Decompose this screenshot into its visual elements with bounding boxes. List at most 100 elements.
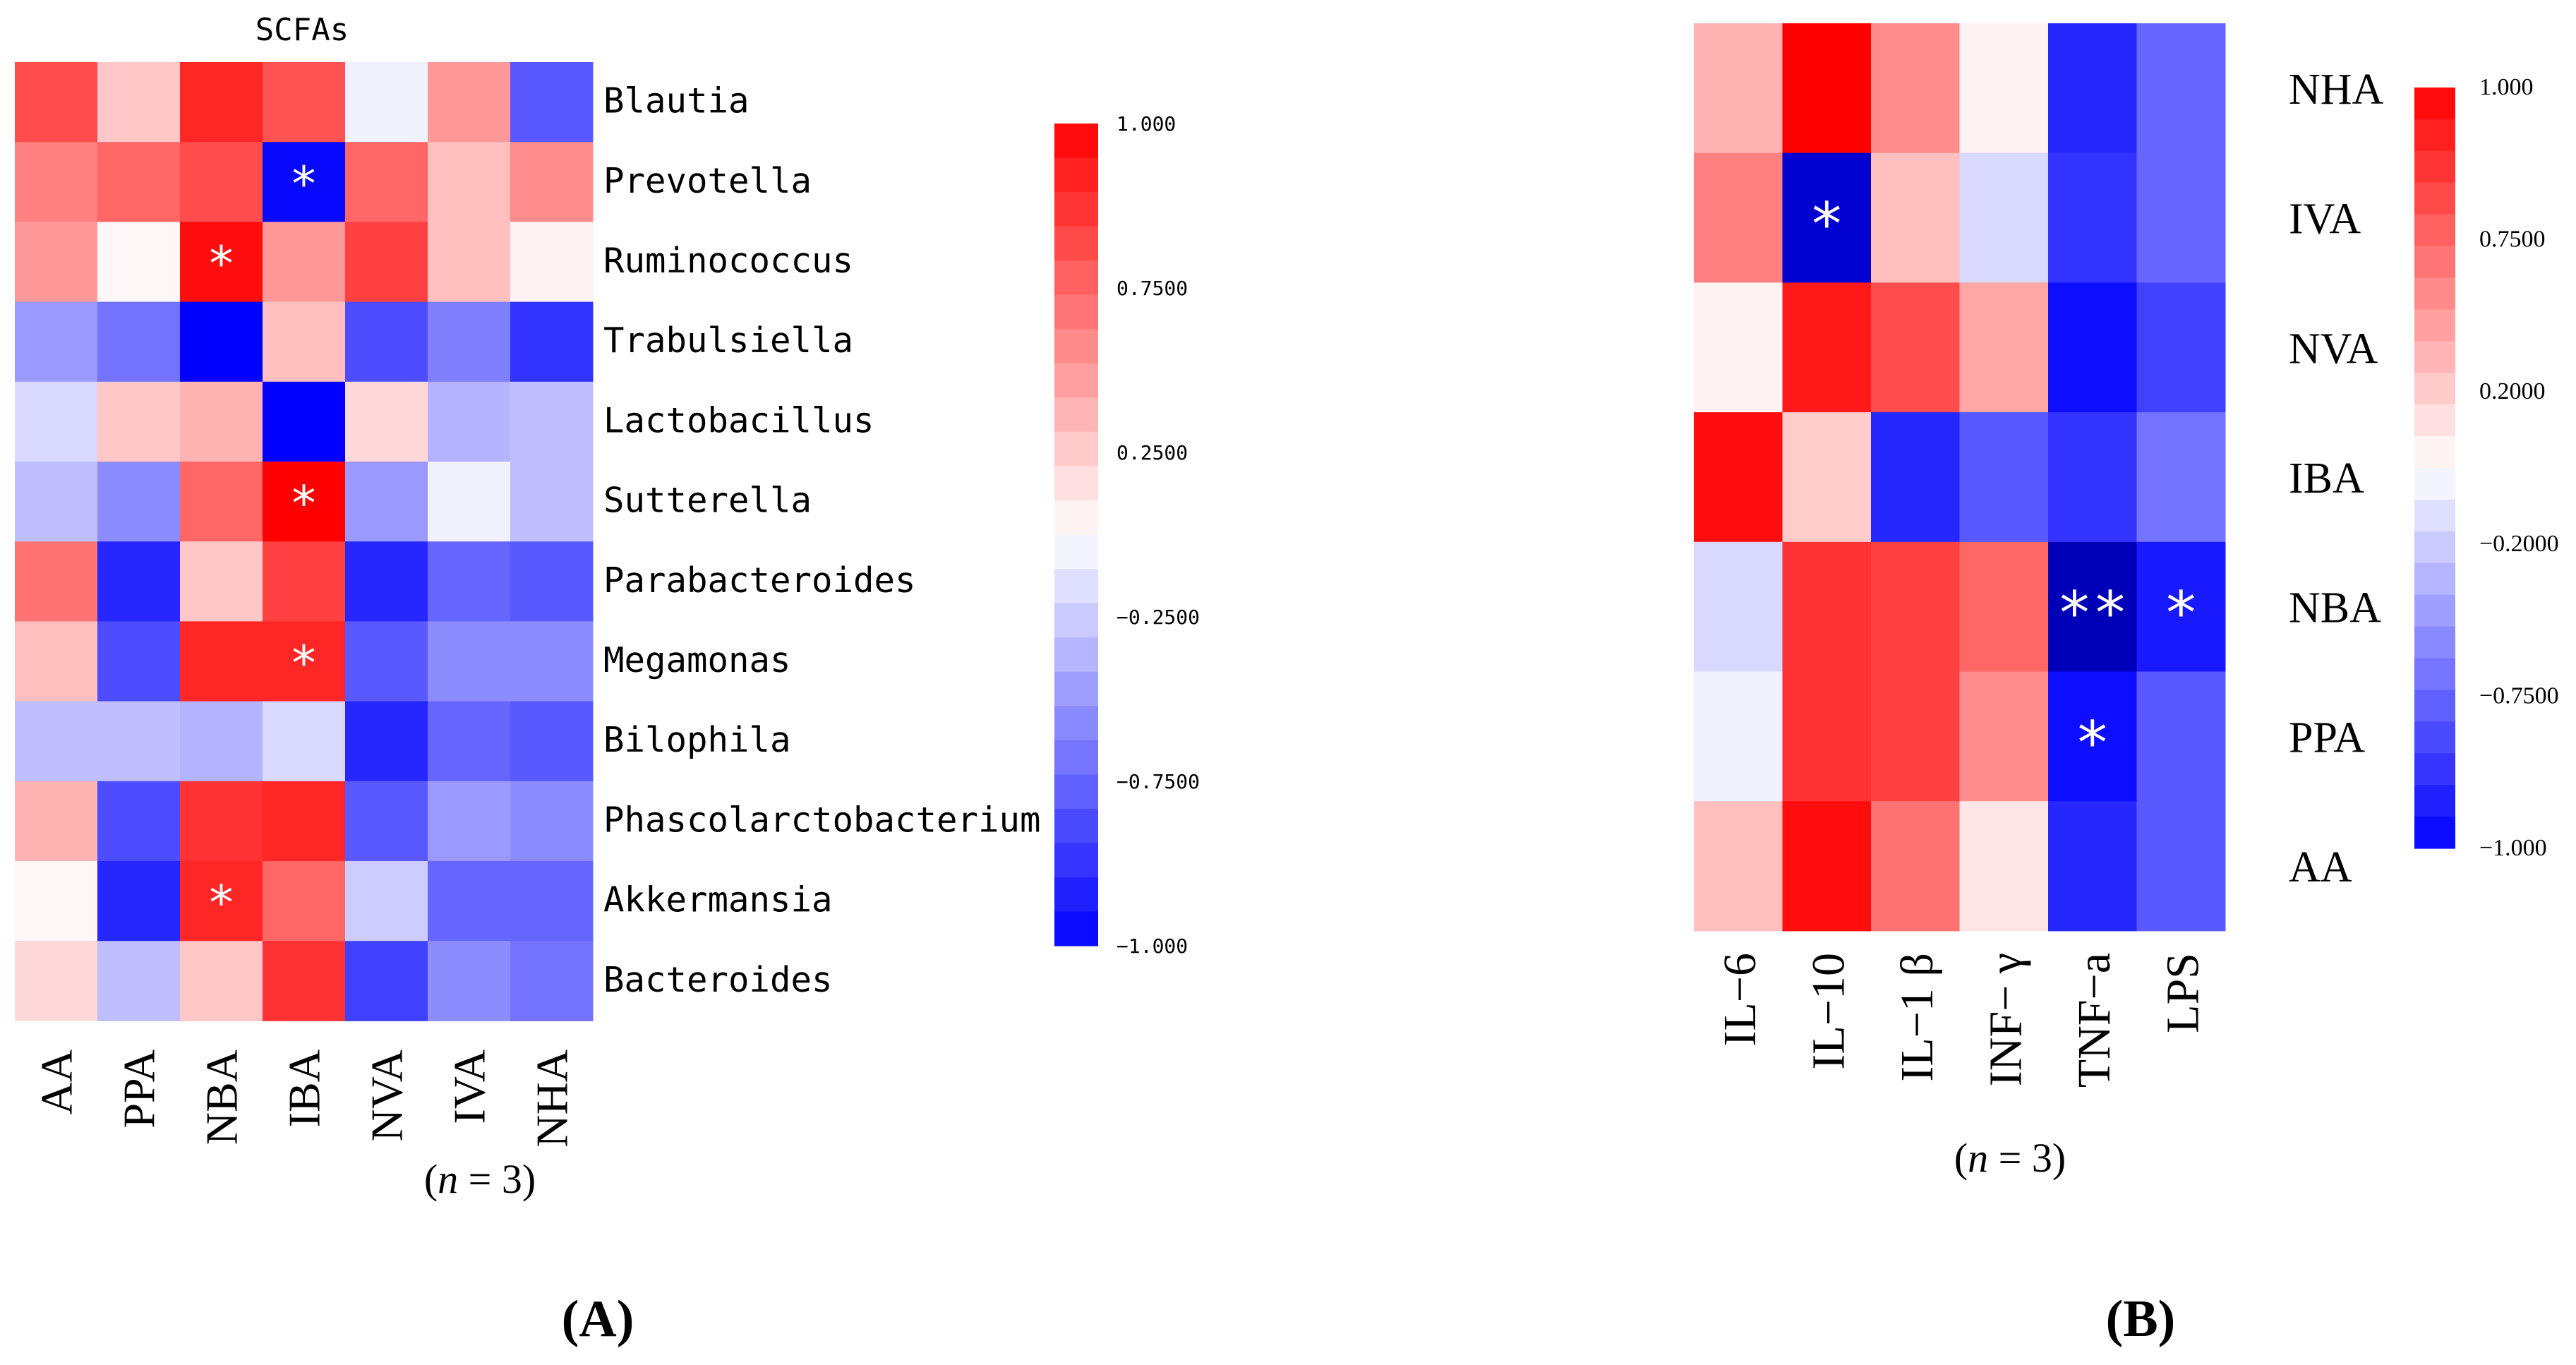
colorbar-segment bbox=[2414, 753, 2455, 786]
heatmap-cell bbox=[15, 301, 98, 383]
significance-marker: * bbox=[289, 476, 318, 532]
colorbar-segment bbox=[2414, 563, 2455, 596]
colorbar-tick-label: 1.000 bbox=[2479, 74, 2534, 100]
heatmap-cell bbox=[263, 462, 346, 542]
heatmap-cell bbox=[97, 462, 181, 542]
row-label: Blautia bbox=[603, 81, 750, 121]
colorbar-segment bbox=[1054, 192, 1098, 227]
significance-marker: * bbox=[1809, 190, 1845, 259]
heatmap-cell bbox=[1694, 23, 1783, 154]
colorbar-segment bbox=[2414, 658, 2455, 691]
colorbar-segment bbox=[2414, 436, 2455, 469]
row-label: NVA bbox=[2289, 325, 2378, 373]
heatmap-cell bbox=[1871, 801, 1960, 932]
heatmap-cell bbox=[345, 781, 428, 862]
heatmap-cell bbox=[15, 142, 98, 222]
heatmap-cell bbox=[1959, 541, 2049, 672]
colorbar-segment bbox=[2414, 373, 2455, 405]
column-label: NBA bbox=[197, 1050, 247, 1145]
row-label: Prevotella bbox=[603, 161, 812, 201]
colorbar-segment bbox=[1054, 569, 1098, 604]
colorbar-segment bbox=[1054, 603, 1098, 638]
heatmap-cell bbox=[97, 541, 181, 622]
heatmap-cell bbox=[428, 701, 511, 782]
column-label: NHA bbox=[527, 1050, 577, 1148]
heatmap-cell bbox=[345, 941, 428, 1021]
colorbar-segment bbox=[2414, 626, 2455, 659]
heatmap-cell bbox=[180, 701, 263, 782]
heatmap-cell bbox=[15, 701, 98, 782]
heatmap-cell bbox=[510, 781, 594, 862]
column-label: NVA bbox=[362, 1050, 412, 1141]
colorbar-segment bbox=[2414, 785, 2455, 817]
column-label: INF− γ bbox=[1980, 953, 2031, 1086]
heatmap-cell bbox=[1959, 23, 2049, 154]
heatmap-cell bbox=[2136, 801, 2226, 932]
colorbar-tick-label: 0.7500 bbox=[2479, 227, 2546, 253]
significance-marker: ** bbox=[2057, 579, 2128, 648]
colorbar-segment bbox=[2414, 119, 2455, 152]
heatmap-cell bbox=[15, 621, 98, 702]
heatmap-cell bbox=[2136, 541, 2226, 672]
heatmap-cell bbox=[97, 861, 181, 942]
colorbar-segment bbox=[1054, 226, 1098, 261]
colorbar-segment bbox=[2414, 404, 2455, 437]
colorbar-segment bbox=[1054, 124, 1098, 159]
heatmap-cell bbox=[180, 62, 263, 143]
row-label: Megamonas bbox=[603, 640, 791, 680]
colorbar-segment bbox=[1054, 877, 1098, 913]
heatmap-cell bbox=[1782, 801, 1872, 932]
row-label: Sutterella bbox=[603, 481, 812, 521]
colorbar-segment bbox=[2414, 150, 2455, 184]
heatmap-cell bbox=[263, 62, 346, 143]
row-label: Ruminococcus bbox=[603, 241, 853, 281]
colorbar-segment bbox=[2414, 817, 2455, 849]
heatmap-cell bbox=[428, 781, 511, 862]
colorbar-segment bbox=[1054, 740, 1098, 775]
heatmap-cell bbox=[2048, 282, 2137, 413]
row-label: Akkermansia bbox=[603, 880, 833, 920]
column-label: IVA bbox=[445, 1050, 495, 1124]
heatmap-cell bbox=[1871, 23, 1960, 154]
heatmap-cell bbox=[15, 861, 98, 942]
colorbar-tick-label: −1.000 bbox=[1117, 934, 1188, 958]
heatmap-cell bbox=[180, 142, 263, 222]
colorbar-segment bbox=[2414, 88, 2455, 120]
row-label: IBA bbox=[2289, 455, 2364, 503]
colorbar-segment bbox=[1054, 260, 1098, 296]
heatmap-cell bbox=[1694, 412, 1783, 543]
heatmap-cell bbox=[428, 861, 511, 942]
heatmap-cell bbox=[510, 301, 594, 383]
heatmap-cell bbox=[180, 541, 263, 622]
heatmap-cell bbox=[345, 142, 428, 222]
significance-marker: * bbox=[289, 636, 318, 692]
heatmap-cell bbox=[428, 541, 511, 622]
heatmap-cell bbox=[2048, 23, 2137, 154]
heatmap-cell bbox=[1871, 541, 1960, 672]
row-label: Lactobacillus bbox=[603, 400, 874, 440]
colorbar-segment bbox=[2414, 341, 2455, 373]
heatmap-cell bbox=[1871, 412, 1960, 543]
heatmap-cell bbox=[2136, 282, 2226, 413]
heatmap-cell bbox=[263, 781, 346, 862]
column-label: IL−1 β bbox=[1891, 953, 1943, 1082]
colorbar-tick-label: 0.2500 bbox=[1117, 441, 1188, 464]
heatmap-cell bbox=[97, 781, 181, 862]
significance-marker: * bbox=[207, 876, 236, 932]
heatmap-cell bbox=[1871, 152, 1960, 283]
heatmap-cell bbox=[97, 941, 181, 1021]
heatmap-cell bbox=[15, 222, 98, 303]
heatmap-cell bbox=[15, 462, 98, 542]
heatmap-cell bbox=[15, 62, 98, 143]
sample-size-label: (n = 3) bbox=[1954, 1135, 2066, 1181]
heatmap-cell bbox=[15, 941, 98, 1021]
significance-marker: * bbox=[207, 236, 236, 292]
colorbar-tick-label: 1.000 bbox=[1117, 112, 1176, 136]
colorbar-segment bbox=[1054, 500, 1098, 536]
heatmap-cell bbox=[345, 541, 428, 622]
heatmap-cell bbox=[1782, 412, 1872, 543]
colorbar-segment bbox=[1054, 911, 1098, 946]
heatmap-cell bbox=[428, 381, 511, 462]
heatmap-cell bbox=[263, 222, 346, 303]
heatmap-cell bbox=[1959, 412, 2049, 543]
